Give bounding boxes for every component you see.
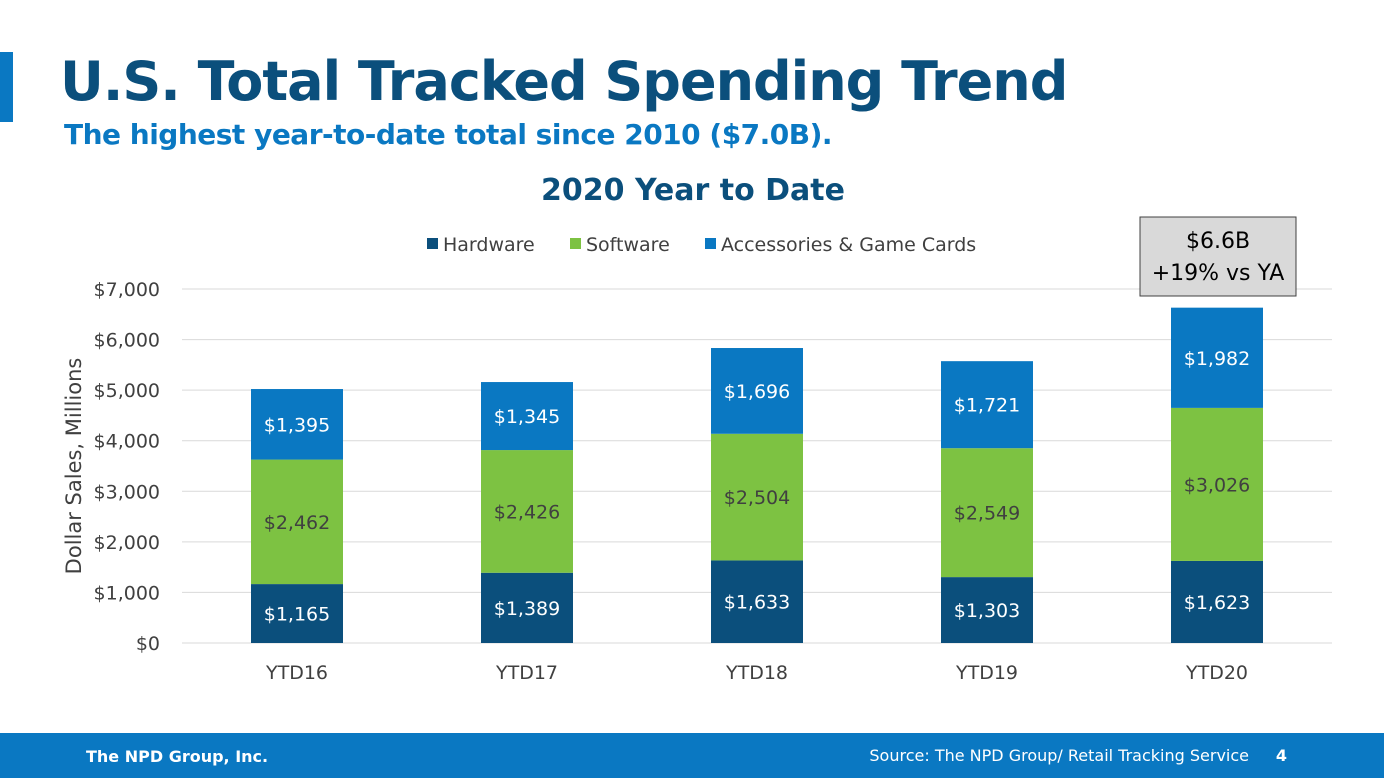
- page-number: 4: [1275, 746, 1287, 765]
- slide-title: U.S. Total Tracked Spending Trend: [60, 50, 1068, 113]
- bar-ytd20-series-2: [1171, 407, 1263, 561]
- callout-growth: +19% vs YA: [1152, 261, 1285, 286]
- data-label: $1,389: [494, 598, 560, 620]
- data-label: $1,303: [954, 600, 1020, 622]
- legend-swatch-2: [570, 238, 581, 249]
- legend-swatch-1: [427, 238, 438, 249]
- legend-label-2: Software: [586, 234, 670, 256]
- data-label: $1,633: [724, 592, 790, 614]
- data-label: $2,549: [954, 503, 1020, 525]
- bar-ytd18-series-1: [711, 560, 803, 643]
- chart-title: 2020 Year to Date: [541, 173, 845, 208]
- y-tick-label: $4,000: [94, 431, 160, 453]
- slide-subtitle: The highest year-to-date total since 201…: [64, 118, 833, 151]
- y-tick-label: $5,000: [94, 380, 160, 402]
- y-tick-label: $2,000: [94, 532, 160, 554]
- data-label: $1,395: [264, 414, 330, 436]
- bar-ytd16-series-2: [251, 459, 343, 585]
- title-accent-bar: [0, 52, 13, 122]
- data-label: $1,982: [1184, 348, 1250, 370]
- bar-ytd18-series-3: [711, 348, 803, 434]
- callout-box: [1139, 216, 1297, 297]
- x-tick-label: YTD17: [495, 662, 558, 684]
- x-tick-label: YTD18: [725, 662, 788, 684]
- data-label: $2,426: [494, 501, 560, 523]
- bar-ytd20-series-1: [1171, 560, 1263, 643]
- bar-ytd17-series-1: [481, 572, 573, 643]
- bar-ytd18-series-2: [711, 433, 803, 561]
- data-label: $2,462: [264, 512, 330, 534]
- footer-company: The NPD Group, Inc.: [86, 747, 269, 766]
- data-label: $1,165: [264, 604, 330, 626]
- bar-ytd16-series-1: [251, 584, 343, 643]
- data-label: $1,721: [954, 395, 1020, 417]
- footer-source: Source: The NPD Group/ Retail Tracking S…: [869, 746, 1249, 765]
- y-tick-label: $7,000: [94, 279, 160, 301]
- bar-ytd19-series-3: [941, 361, 1033, 449]
- data-label: $3,026: [1184, 474, 1250, 496]
- bar-ytd20-series-3: [1171, 307, 1263, 408]
- y-tick-label: $3,000: [94, 481, 160, 503]
- stacked-bar-chart: 2020 Year to Date Hardware Software Accesso…: [62, 173, 1332, 684]
- bar-ytd17-series-2: [481, 450, 573, 573]
- legend-label-1: Hardware: [443, 234, 535, 256]
- y-tick-label: $6,000: [94, 330, 160, 352]
- x-tick-label: YTD16: [265, 662, 328, 684]
- x-tick-label: YTD19: [955, 662, 1018, 684]
- bar-ytd17-series-3: [481, 382, 573, 451]
- bar-ytd19-series-2: [941, 448, 1033, 578]
- data-label: $1,623: [1184, 592, 1250, 614]
- x-tick-label: YTD20: [1185, 662, 1248, 684]
- callout-total: $6.6B: [1186, 229, 1250, 254]
- legend-label-3: Accessories & Game Cards: [721, 234, 976, 256]
- footer-bar: The NPD Group, Inc. Source: The NPD Grou…: [0, 733, 1384, 778]
- bar-ytd19-series-1: [941, 577, 1033, 643]
- bar-ytd16-series-3: [251, 389, 343, 460]
- data-label: $1,345: [494, 406, 560, 428]
- legend-swatch-3: [705, 238, 716, 249]
- y-tick-label: $1,000: [94, 582, 160, 604]
- data-label: $1,696: [724, 381, 790, 403]
- y-axis-label: Dollar Sales, Millions: [62, 358, 86, 575]
- data-label: $2,504: [724, 487, 790, 509]
- y-tick-label: $0: [136, 633, 160, 655]
